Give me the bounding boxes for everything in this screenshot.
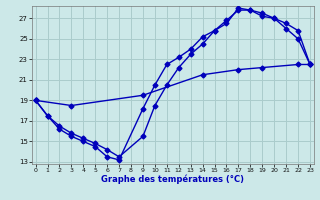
X-axis label: Graphe des températures (°C): Graphe des températures (°C) <box>101 175 244 184</box>
